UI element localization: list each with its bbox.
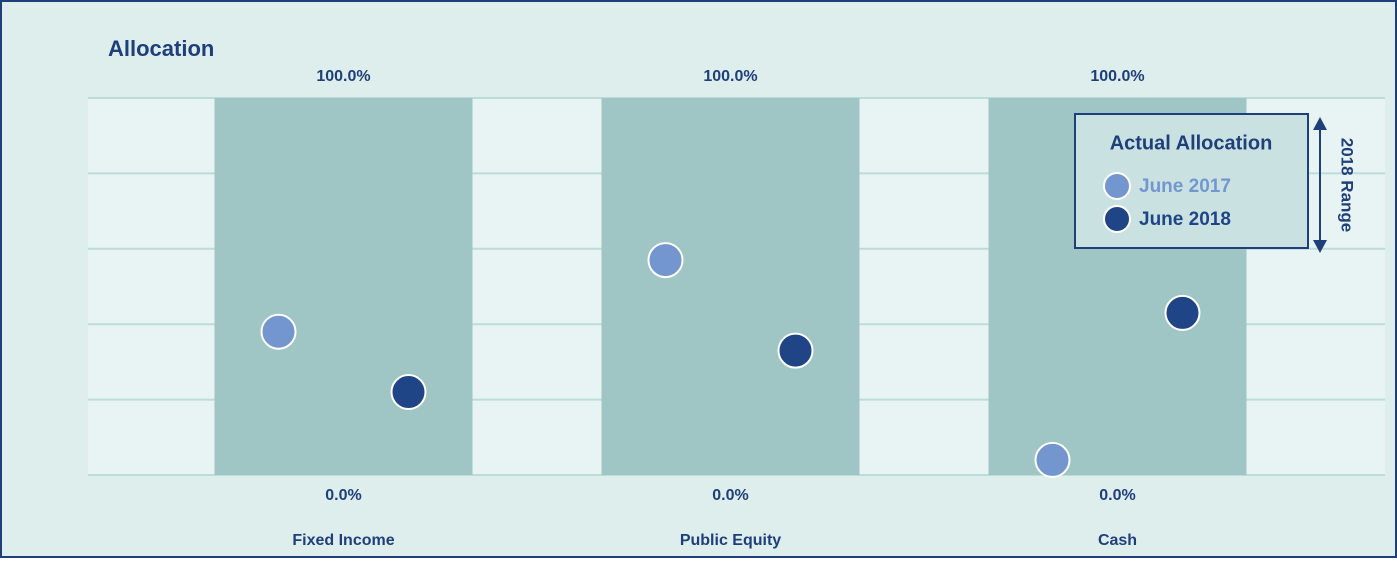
- dot: [390, 374, 427, 411]
- range-low-label: 0.0%: [1099, 487, 1135, 504]
- legend-label: June 2017: [1139, 176, 1231, 197]
- x-tick-label: Fixed Income: [292, 532, 394, 549]
- range-bar: [214, 98, 473, 475]
- range-low-label: 0.0%: [325, 487, 361, 504]
- legend-swatch: [1103, 172, 1131, 200]
- legend-title: Actual Allocation: [1110, 132, 1273, 154]
- range-bar: [601, 98, 860, 475]
- range-high-label: 100.0%: [1090, 68, 1144, 85]
- legend-swatch: [1103, 205, 1131, 233]
- dot: [260, 313, 297, 350]
- x-tick-label: Cash: [1098, 532, 1137, 549]
- arrow-head: [1313, 240, 1327, 253]
- dot: [1164, 294, 1201, 331]
- range-low-label: 0.0%: [712, 487, 748, 504]
- dot: [647, 242, 684, 279]
- arrow-head: [1313, 117, 1327, 130]
- range-high-label: 100.0%: [316, 68, 370, 85]
- dot: [777, 332, 814, 369]
- range-label: 2018 Range: [1338, 138, 1357, 233]
- x-tick-label: Public Equity: [680, 532, 781, 549]
- range-high-label: 100.0%: [703, 68, 757, 85]
- dot: [1034, 441, 1071, 478]
- legend-label: June 2018: [1139, 209, 1231, 230]
- chart-title: Allocation: [108, 36, 214, 61]
